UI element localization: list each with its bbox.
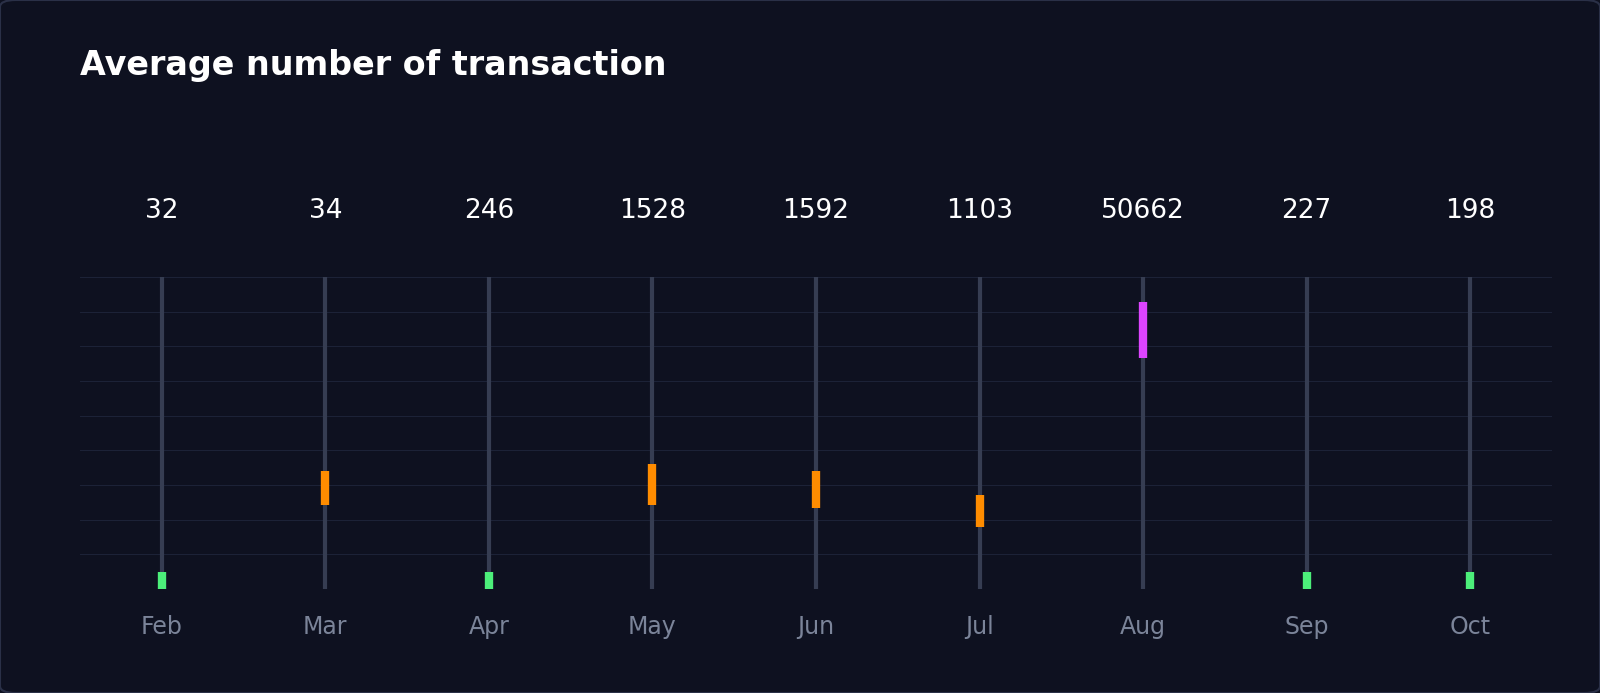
Text: 1103: 1103 bbox=[946, 198, 1013, 225]
Text: 246: 246 bbox=[464, 198, 514, 225]
Text: 50662: 50662 bbox=[1101, 198, 1186, 225]
Text: 32: 32 bbox=[146, 198, 179, 225]
Text: 1592: 1592 bbox=[782, 198, 850, 225]
Text: 1528: 1528 bbox=[619, 198, 686, 225]
Text: 198: 198 bbox=[1445, 198, 1496, 225]
Text: Average number of transaction: Average number of transaction bbox=[80, 49, 667, 82]
Text: 34: 34 bbox=[309, 198, 342, 225]
Text: 227: 227 bbox=[1282, 198, 1331, 225]
